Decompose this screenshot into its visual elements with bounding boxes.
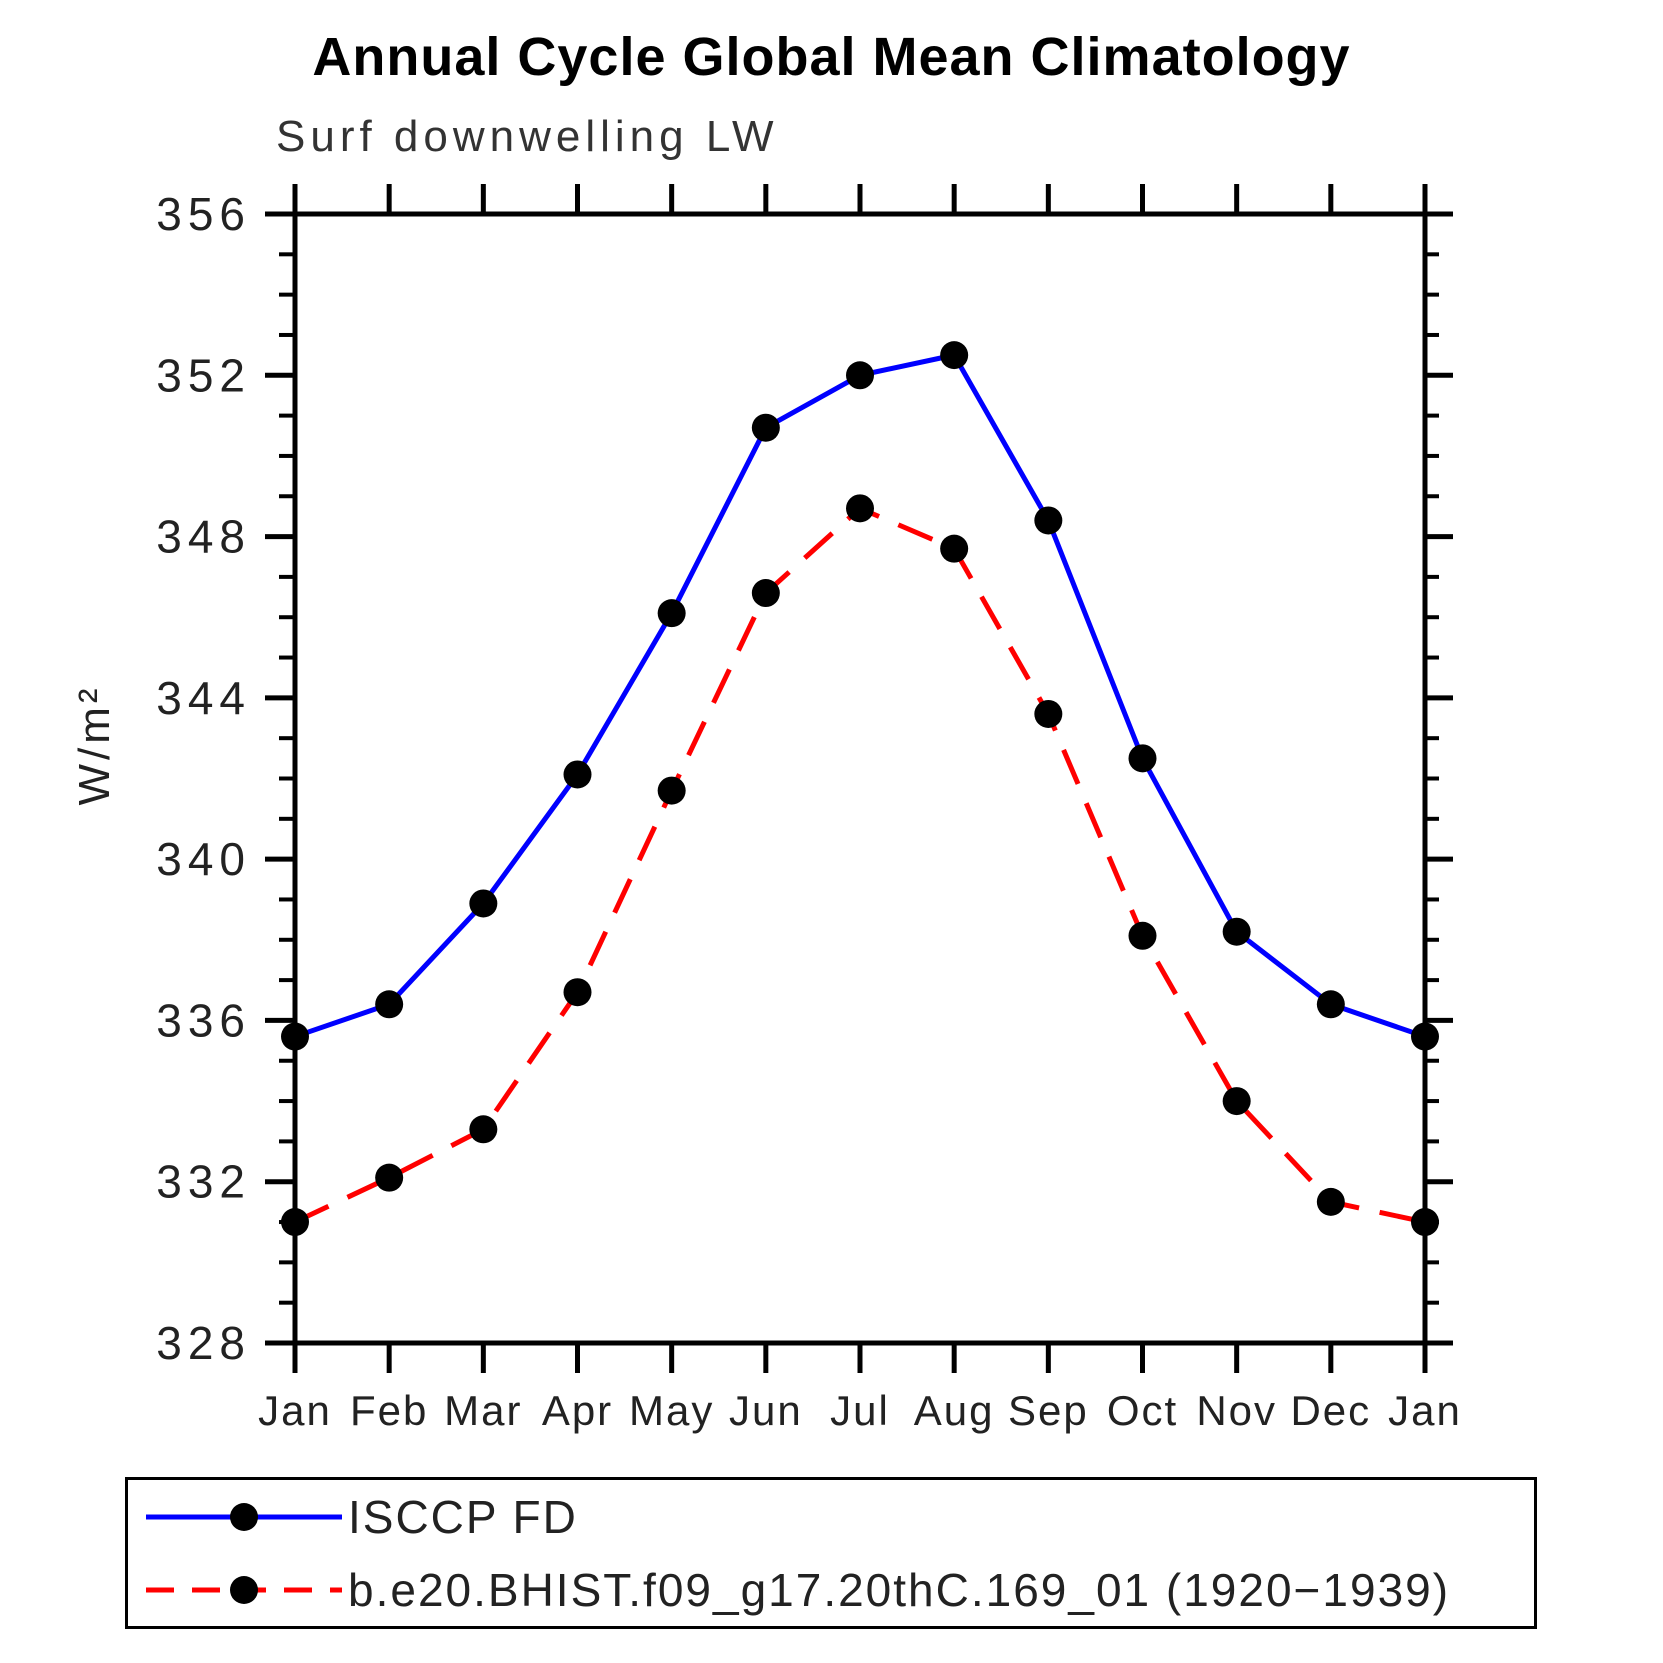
- data-point-marker-1: [657, 776, 686, 805]
- x-tick-label: Dec: [1290, 1387, 1371, 1434]
- y-tick-label: 356: [156, 188, 251, 240]
- data-point-marker-1: [846, 494, 874, 523]
- legend: ISCCP FD b.e20.BHIST.f09_g17.20thC.169_0…: [125, 1477, 1537, 1629]
- y-tick-label: 332: [156, 1156, 251, 1208]
- chart-title: Annual Cycle Global Mean Climatology: [312, 27, 1351, 87]
- data-point-marker-0: [563, 760, 592, 789]
- data-point-marker-0: [281, 1022, 309, 1051]
- x-tick-label: May: [629, 1387, 714, 1434]
- legend-item: ISCCP FD: [144, 1490, 1534, 1544]
- data-point-marker-1: [1411, 1208, 1439, 1237]
- data-point-marker-1: [281, 1208, 309, 1237]
- data-point-marker-1: [1222, 1087, 1251, 1116]
- y-tick-label: 348: [156, 511, 251, 563]
- legend-label: ISCCP FD: [348, 1490, 578, 1543]
- data-point-marker-0: [469, 889, 498, 918]
- x-tick-label: Jan: [1388, 1387, 1462, 1434]
- x-tick-label: Apr: [542, 1387, 613, 1434]
- data-point-marker-0: [1128, 744, 1157, 773]
- data-point-marker-0: [940, 341, 969, 370]
- data-point-marker-1: [469, 1115, 498, 1144]
- data-point-marker-0: [1034, 506, 1063, 535]
- series-line-1: [293, 505, 1426, 1225]
- data-point-marker-1: [1128, 921, 1157, 950]
- y-tick-label: 328: [156, 1317, 251, 1369]
- legend-label: b.e20.BHIST.f09_g17.20thC.169_01 (1920−1…: [348, 1563, 1451, 1616]
- data-point-marker-1: [1034, 699, 1063, 728]
- data-point-marker-1: [751, 579, 780, 608]
- y-tick-label: 336: [156, 994, 251, 1046]
- chart-subtitle: Surf downwelling LW: [276, 112, 779, 161]
- legend-line-sample-isccp-fd: [146, 1502, 342, 1531]
- data-point-marker-0: [751, 413, 780, 442]
- data-point-marker-0: [1222, 917, 1251, 946]
- y-tick-label: 352: [156, 349, 251, 401]
- x-tick-label: Jan: [258, 1387, 332, 1434]
- data-point-marker-0: [1316, 990, 1345, 1019]
- y-axis-title: W/m²: [70, 684, 119, 806]
- data-point-marker-1: [940, 534, 969, 563]
- data-point-marker-0: [1411, 1022, 1439, 1051]
- x-tick-label: Feb: [350, 1387, 428, 1434]
- data-point-marker-1: [1316, 1187, 1345, 1216]
- data-point-marker-0: [657, 599, 686, 628]
- legend-sample-marker: [230, 1502, 258, 1531]
- legend-sample-marker: [230, 1575, 258, 1604]
- data-point-marker-0: [846, 361, 874, 390]
- data-point-marker-0: [375, 990, 404, 1019]
- data-point-marker-1: [563, 978, 592, 1007]
- x-tick-label: Sep: [1008, 1387, 1089, 1434]
- legend-item: b.e20.BHIST.f09_g17.20thC.169_01 (1920−1…: [144, 1563, 1534, 1617]
- x-tick-label: Aug: [914, 1387, 995, 1434]
- x-tick-label: Mar: [444, 1387, 522, 1434]
- x-tick-label: Oct: [1107, 1387, 1178, 1434]
- x-tick-label: Jun: [729, 1387, 803, 1434]
- data-point-marker-1: [375, 1163, 404, 1192]
- y-tick-label: 340: [156, 833, 251, 885]
- series-line-0: [294, 352, 1426, 1039]
- x-tick-label: Nov: [1196, 1387, 1277, 1434]
- legend-line-sample-model: [146, 1575, 342, 1604]
- x-tick-label: Jul: [830, 1387, 890, 1434]
- y-tick-label: 344: [156, 672, 251, 724]
